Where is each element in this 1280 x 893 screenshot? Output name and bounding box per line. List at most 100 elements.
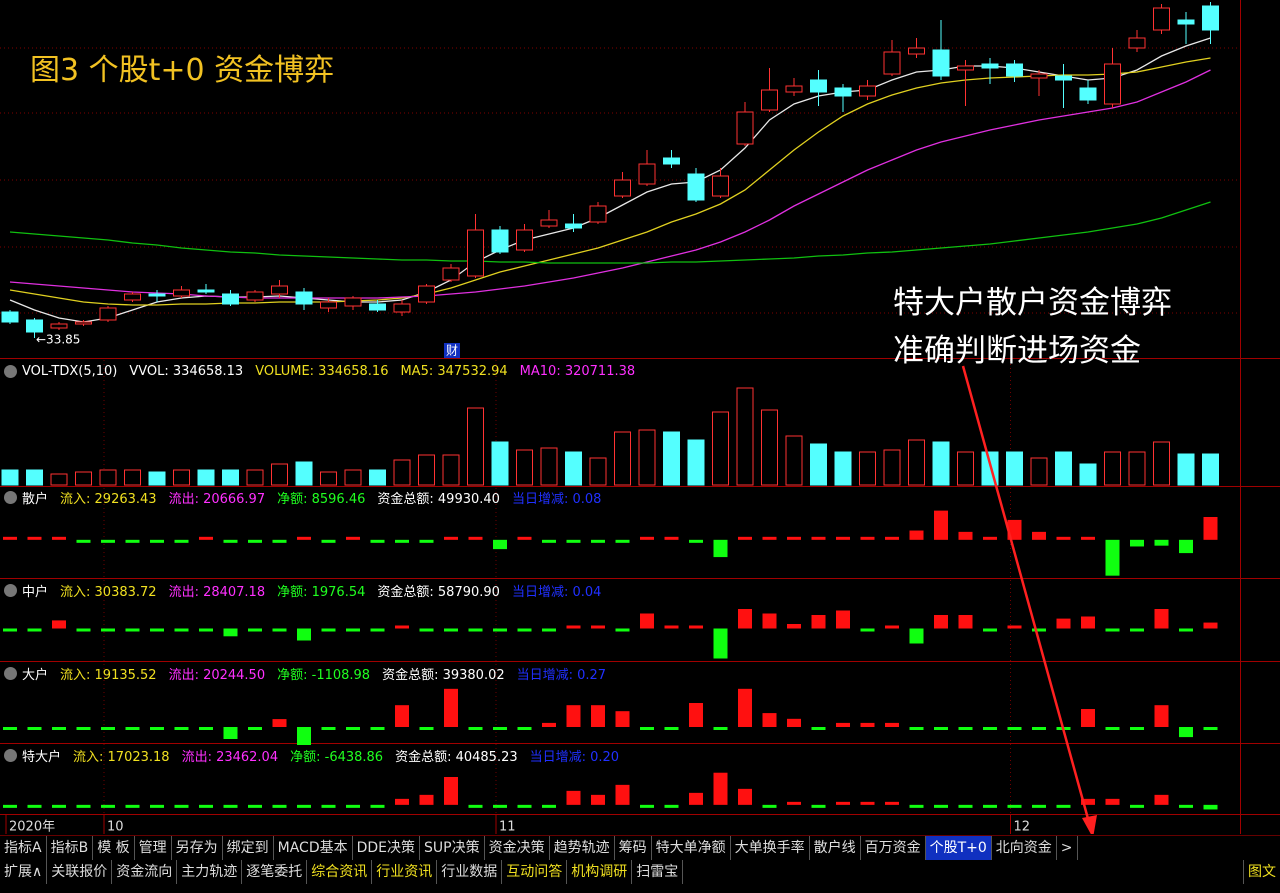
flow-bar bbox=[370, 539, 385, 543]
link-tab[interactable]: 互动问答 bbox=[502, 860, 568, 884]
tab[interactable]: 另存为 bbox=[172, 836, 223, 860]
flow-bar bbox=[1105, 539, 1120, 576]
link-tab[interactable]: 关联报价 bbox=[47, 860, 113, 884]
flow-bar bbox=[958, 615, 973, 629]
tab[interactable]: 管理 bbox=[135, 836, 172, 860]
medium-header: 中户 流入: 30383.72 流出: 28407.18 净额: 1976.54 资金总… bbox=[4, 581, 613, 600]
tab[interactable]: 指标B bbox=[47, 836, 94, 860]
flow-bar bbox=[125, 727, 140, 730]
link-tab[interactable]: 扫雷宝 bbox=[632, 860, 684, 884]
flow-bar bbox=[1007, 727, 1022, 730]
link-tab[interactable]: 扩展∧ bbox=[0, 860, 48, 884]
volume-bar bbox=[1006, 451, 1023, 486]
tab[interactable]: 大单换手率 bbox=[731, 836, 810, 860]
link-tab[interactable]: 行业资讯 bbox=[372, 860, 438, 884]
flow-bar bbox=[150, 539, 164, 543]
volume-bar bbox=[1128, 451, 1146, 486]
flow-bar bbox=[395, 798, 409, 805]
candle-body bbox=[418, 285, 435, 303]
link-tab[interactable]: 行业数据 bbox=[437, 860, 503, 884]
flow-bar bbox=[1007, 804, 1022, 808]
moving-average-line bbox=[9, 69, 1211, 299]
candle-body bbox=[148, 293, 166, 297]
tab[interactable]: DDE决策 bbox=[353, 836, 421, 860]
link-tab[interactable]: 机构调研 bbox=[567, 860, 633, 884]
tab[interactable]: 绑定到 bbox=[223, 836, 274, 860]
volume-bar bbox=[173, 469, 190, 486]
link-tab[interactable]: 综合资讯 bbox=[307, 860, 373, 884]
flow-bar bbox=[346, 727, 360, 730]
flow-bar bbox=[444, 628, 458, 632]
tab[interactable]: 散户线 bbox=[810, 836, 861, 860]
flow-bar bbox=[566, 790, 581, 805]
tab[interactable]: 趋势轨迹 bbox=[550, 836, 615, 860]
flow-bar bbox=[346, 628, 360, 632]
moving-average-line bbox=[9, 57, 1211, 306]
flow-bar bbox=[223, 628, 238, 637]
flow-bar bbox=[1203, 727, 1218, 731]
volume-bar bbox=[393, 459, 411, 486]
tab[interactable]: 百万资金 bbox=[861, 836, 926, 860]
volume-bar bbox=[369, 469, 386, 486]
tab[interactable]: 筹码 bbox=[615, 836, 652, 860]
flow-bar bbox=[1081, 798, 1095, 805]
flow-bar bbox=[909, 628, 924, 644]
tab[interactable]: 资金决策 bbox=[485, 836, 550, 860]
flow-bar bbox=[983, 727, 997, 730]
flow-bar bbox=[272, 628, 287, 632]
flow-bar bbox=[1154, 539, 1169, 546]
candle-body bbox=[516, 229, 533, 251]
flow-bar bbox=[248, 628, 262, 632]
flow-bar bbox=[787, 801, 801, 805]
flow-bar bbox=[125, 804, 140, 808]
flow-bar bbox=[885, 536, 899, 540]
x-tick-label: 11 bbox=[499, 820, 516, 835]
link-tab[interactable]: 逐笔委托 bbox=[242, 860, 308, 884]
flow-bar bbox=[174, 804, 189, 808]
flow-bar bbox=[542, 539, 556, 543]
tab[interactable]: > bbox=[1057, 836, 1078, 860]
volume-bar bbox=[883, 449, 901, 486]
volume-bar bbox=[344, 469, 362, 486]
volume-bar bbox=[124, 469, 141, 486]
header-item: 资金总额: 39380.02 bbox=[382, 667, 505, 683]
flow-bar bbox=[1154, 794, 1169, 805]
flow-bar bbox=[321, 804, 336, 808]
flow-bar bbox=[860, 536, 875, 540]
flow-bar bbox=[1007, 519, 1022, 540]
candle-body bbox=[1079, 87, 1097, 101]
tab[interactable]: 指标A bbox=[0, 836, 47, 860]
tab[interactable]: 北向资金 bbox=[992, 836, 1057, 860]
flow-bar bbox=[615, 628, 630, 632]
tab[interactable]: MACD基本 bbox=[274, 836, 353, 860]
flow-bar bbox=[1032, 804, 1046, 808]
flow-bar bbox=[591, 539, 605, 543]
flow-bar bbox=[1130, 804, 1144, 808]
flow-bar bbox=[713, 628, 728, 659]
tab[interactable]: 个股T+0 bbox=[925, 836, 992, 860]
candle-body bbox=[1030, 73, 1048, 79]
volume-bar bbox=[638, 429, 656, 486]
link-tab[interactable]: 主力轨迹 bbox=[177, 860, 243, 884]
volume-bar bbox=[736, 387, 754, 486]
flow-bar bbox=[640, 804, 654, 808]
candle-body bbox=[663, 157, 680, 165]
tab[interactable]: SUP决策 bbox=[420, 836, 485, 860]
flow-bar bbox=[419, 794, 434, 805]
corner-button[interactable]: 图文 bbox=[1243, 860, 1280, 884]
flow-bar bbox=[272, 539, 287, 543]
tab[interactable]: 特大单净额 bbox=[652, 836, 731, 860]
flow-bar bbox=[1105, 628, 1120, 632]
flow-bar bbox=[517, 804, 532, 808]
candle-body bbox=[173, 289, 190, 297]
tab[interactable]: 模 板 bbox=[93, 836, 135, 860]
candle-body bbox=[1104, 63, 1121, 105]
volume-bar bbox=[859, 451, 876, 486]
header-item: 净额: -1108.98 bbox=[277, 667, 371, 683]
flow-bar bbox=[199, 804, 213, 808]
flow-bar bbox=[174, 727, 189, 730]
link-tab[interactable]: 资金流向 bbox=[112, 860, 178, 884]
flow-bar bbox=[811, 615, 826, 629]
flow-bar bbox=[787, 624, 801, 629]
flow-bar bbox=[738, 536, 752, 540]
